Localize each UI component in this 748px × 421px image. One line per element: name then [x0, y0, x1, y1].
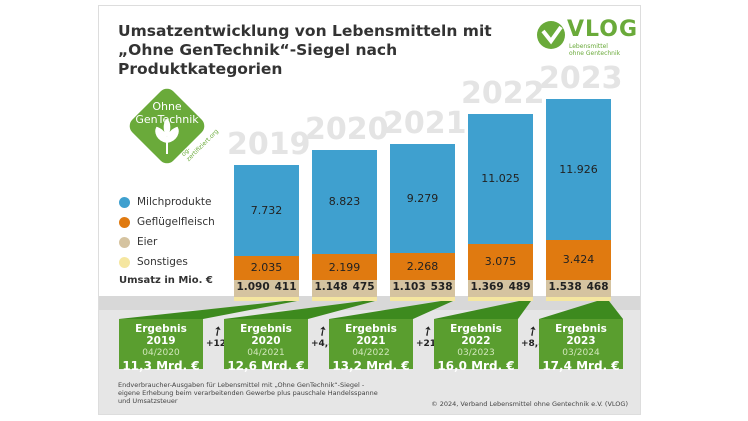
- eier-value: 1.538: [548, 280, 582, 293]
- vlog-logo: VLOG Lebensmittel ohne Gentechnik: [535, 17, 639, 59]
- eier-value: 1.369: [470, 280, 504, 293]
- sonstiges-value: 475: [352, 280, 375, 293]
- sonstiges-value: 411: [274, 280, 297, 293]
- year-label: 2019: [227, 126, 311, 162]
- bar-segment-milchprodukte: 11.926: [546, 98, 611, 240]
- eier-value: 1.103: [392, 280, 426, 293]
- result-box-2022: Ergebnis 2022 03/2023 16,0 Mrd. €: [434, 319, 518, 373]
- bar-segment-milchprodukte: 7.732: [234, 164, 299, 256]
- legend-dot-icon: [119, 236, 130, 248]
- connector-2019: [119, 301, 297, 319]
- legend: Milchprodukte Geflügelfleisch Eier Sonst…: [119, 192, 215, 272]
- bar-segment-gefluegelfleisch: 2.199: [312, 254, 377, 280]
- bar-segment-eier: 1.090 411: [234, 279, 299, 297]
- bar-segment-gefluegelfleisch: 3.424: [546, 239, 611, 280]
- bar-segment-milchprodukte: 11.025: [468, 113, 533, 244]
- bar-2021: 9.279 2.268 1.103 538: [390, 143, 455, 301]
- infographic-card: Umsatzentwicklung von Lebensmitteln mit …: [98, 5, 641, 415]
- bar-segment-eier: 1.538 468: [546, 279, 611, 297]
- connector-2022: [434, 301, 531, 319]
- legend-dot-icon: [119, 256, 130, 268]
- bar-2019: 7.732 2.035 1.090 411: [234, 164, 299, 301]
- legend-item: Geflügelfleisch: [119, 212, 215, 232]
- vlog-check-icon: [537, 21, 565, 49]
- bar-segment-sonstiges: [546, 296, 611, 301]
- bar-segment-milchprodukte: 9.279: [390, 143, 455, 254]
- year-label: 2020: [305, 111, 389, 147]
- seal-text: Ohne GenTechnik: [135, 100, 199, 126]
- result-box-2021: Ergebnis 2021 04/2022 13,2 Mrd. €: [329, 319, 413, 373]
- growth-indicator: ➚ +4,8%: [311, 322, 344, 349]
- bar-segment-gefluegelfleisch: 2.268: [390, 253, 455, 280]
- connector-2021: [329, 301, 453, 319]
- bar-segment-sonstiges: [234, 296, 299, 301]
- result-box-2023: Ergebnis 2023 03/2024 17,4 Mrd. €: [539, 319, 623, 373]
- vlog-subtitle: Lebensmittel ohne Gentechnik: [569, 43, 621, 57]
- legend-item: Sonstiges: [119, 252, 215, 272]
- year-label: 2021: [383, 105, 467, 141]
- bar-segment-eier: 1.369 489: [468, 279, 533, 297]
- result-box-2019: Ergebnis 2019 04/2020 11,3 Mrd. €: [119, 319, 203, 373]
- seal-diamond-icon: [127, 86, 207, 166]
- copyright: © 2024, Verband Lebensmittel ohne Gentec…: [431, 400, 628, 408]
- sonstiges-value: 489: [508, 280, 531, 293]
- legend-dot-icon: [119, 216, 130, 228]
- legend-item: Eier: [119, 232, 215, 252]
- bar-2020: 8.823 2.199 1.148 475: [312, 149, 377, 301]
- year-label: 2022: [461, 75, 545, 111]
- vlog-name: VLOG: [567, 17, 639, 42]
- legend-item: Milchprodukte: [119, 192, 215, 212]
- legend-dot-icon: [119, 196, 130, 208]
- bar-segment-sonstiges: [468, 296, 533, 301]
- bar-segment-eier: 1.148 475: [312, 279, 377, 297]
- growth-indicator: ➚ +12%: [206, 322, 235, 349]
- connectors: [119, 301, 623, 319]
- connector-2023: [539, 301, 623, 319]
- bar-segment-sonstiges: [390, 296, 455, 301]
- eier-value: 1.090: [236, 280, 270, 293]
- title-line-2: „Ohne GenTechnik“-Siegel nach Produktkat…: [118, 41, 398, 78]
- footnote: Endverbraucher-Ausgaben für Lebensmittel…: [118, 381, 378, 405]
- year-label: 2023: [539, 60, 623, 96]
- bar-segment-milchprodukte: 8.823: [312, 149, 377, 255]
- result-box-2020: Ergebnis 2020 04/2021 12,6 Mrd. €: [224, 319, 308, 373]
- sonstiges-value: 538: [430, 280, 453, 293]
- unit-label: Umsatz in Mio. €: [119, 275, 213, 286]
- sonstiges-value: 468: [586, 280, 609, 293]
- growth-indicator: ➚ +8,8%: [521, 322, 554, 349]
- bar-2023: 11.926 3.424 1.538 468: [546, 98, 611, 301]
- eier-value: 1.148: [314, 280, 348, 293]
- connector-2020: [224, 301, 375, 319]
- title-line-1: Umsatzentwicklung von Lebensmitteln mit: [118, 22, 492, 40]
- bar-segment-eier: 1.103 538: [390, 279, 455, 297]
- bar-segment-gefluegelfleisch: 3.075: [468, 243, 533, 280]
- page-title: Umsatzentwicklung von Lebensmitteln mit …: [118, 22, 518, 79]
- bar-segment-gefluegelfleisch: 2.035: [234, 255, 299, 280]
- ohne-gentechnik-seal: Ohne GenTechnik og-zertifiziert.org: [117, 76, 220, 176]
- growth-indicator: ➚ +21%: [416, 322, 445, 349]
- bar-segment-sonstiges: [312, 296, 377, 301]
- bar-2022: 11.025 3.075 1.369 489: [468, 113, 533, 301]
